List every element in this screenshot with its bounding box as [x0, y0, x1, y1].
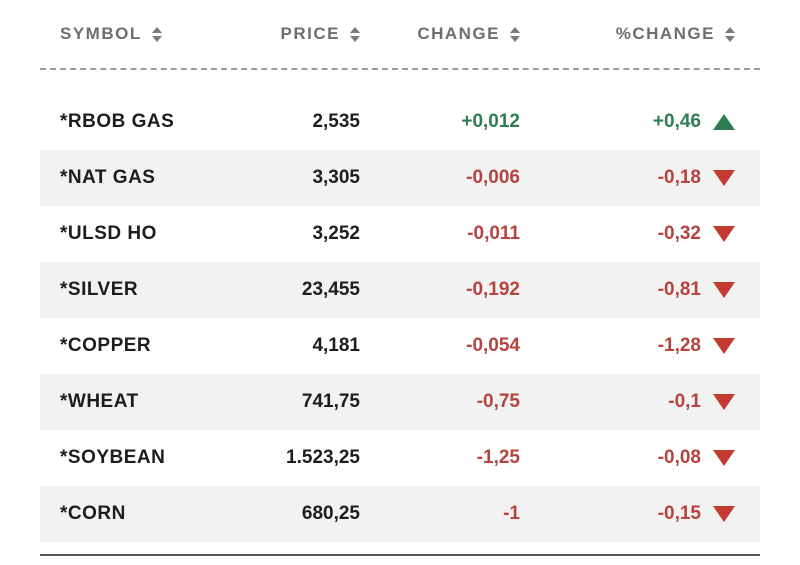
symbol-cell: *WHEAT [60, 391, 139, 412]
percent-change-cell: -0,15 [520, 503, 760, 525]
percent-change-cell: +0,46 [520, 111, 760, 133]
symbol-cell: *SILVER [60, 279, 139, 300]
price-cell: 3,252 [312, 223, 360, 244]
percent-change-cell: -0,81 [520, 279, 760, 301]
change-cell: -0,75 [476, 391, 520, 412]
table-bottom-border [40, 554, 760, 556]
percent-change-cell: -0,08 [520, 447, 760, 469]
table-row: *COPPER 4,181 -0,054 -1,28 [40, 318, 760, 374]
change-cell: -0,054 [466, 335, 520, 356]
sort-icon[interactable] [350, 26, 360, 42]
symbol-cell: *SOYBEAN [60, 447, 166, 468]
percent-change-value: -0,32 [657, 223, 701, 244]
symbol-cell: *ULSD HO [60, 223, 157, 244]
trend-arrow-icon [713, 226, 735, 242]
price-cell: 1.523,25 [286, 447, 360, 468]
price-cell: 2,535 [312, 111, 360, 132]
percent-change-cell: -0,32 [520, 223, 760, 245]
table-row: *ULSD HO 3,252 -0,011 -0,32 [40, 206, 760, 262]
column-header-label: PRICE [280, 24, 340, 43]
header-divider [40, 68, 760, 70]
table-row: *CORN 680,25 -1 -0,15 [40, 486, 760, 542]
symbol-cell: *RBOB GAS [60, 111, 175, 132]
change-cell: -1 [503, 503, 520, 524]
symbol-cell: *CORN [60, 503, 126, 524]
column-header-label: %CHANGE [615, 24, 715, 43]
price-cell: 23,455 [301, 279, 360, 300]
percent-change-cell: -1,28 [520, 335, 760, 357]
percent-change-value: -1,28 [657, 335, 701, 356]
table-body: *RBOB GAS 2,535 +0,012 +0,46 *NAT GAS 3,… [40, 94, 760, 542]
table-row: *SOYBEAN 1.523,25 -1,25 -0,08 [40, 430, 760, 486]
price-cell: 680,25 [301, 503, 360, 524]
column-header-percent-change[interactable]: %CHANGE [520, 24, 760, 44]
symbol-cell: *NAT GAS [60, 167, 156, 188]
sort-icon[interactable] [510, 26, 520, 42]
change-cell: +0,012 [461, 111, 520, 132]
trend-arrow-icon [713, 394, 735, 410]
table-row: *RBOB GAS 2,535 +0,012 +0,46 [40, 94, 760, 150]
percent-change-value: -0,81 [657, 279, 701, 300]
percent-change-value: -0,1 [668, 391, 701, 412]
change-cell: -0,192 [466, 279, 520, 300]
column-header-label: CHANGE [417, 24, 500, 43]
sort-icon[interactable] [725, 26, 735, 42]
percent-change-value: -0,15 [657, 503, 701, 524]
trend-arrow-icon [713, 506, 735, 522]
change-cell: -0,011 [467, 223, 520, 244]
percent-change-value: -0,18 [657, 167, 701, 188]
change-cell: -1,25 [476, 447, 520, 468]
price-cell: 3,305 [312, 167, 360, 188]
trend-arrow-icon [713, 282, 735, 298]
percent-change-cell: -0,1 [520, 391, 760, 413]
change-cell: -0,006 [466, 167, 520, 188]
trend-arrow-icon [713, 170, 735, 186]
trend-arrow-icon [713, 450, 735, 466]
symbol-cell: *COPPER [60, 335, 152, 356]
table-row: *SILVER 23,455 -0,192 -0,81 [40, 262, 760, 318]
column-header-price[interactable]: PRICE [230, 24, 360, 44]
table-row: *WHEAT 741,75 -0,75 -0,1 [40, 374, 760, 430]
column-header-change[interactable]: CHANGE [360, 24, 520, 44]
sort-icon[interactable] [151, 26, 162, 42]
trend-arrow-icon [713, 114, 735, 130]
price-cell: 4,181 [312, 335, 360, 356]
table-row: *NAT GAS 3,305 -0,006 -0,18 [40, 150, 760, 206]
trend-arrow-icon [713, 338, 735, 354]
percent-change-cell: -0,18 [520, 167, 760, 189]
column-header-label: SYMBOL [60, 24, 142, 43]
table-header-row: SYMBOL PRICE CHANGE %CHANGE [40, 0, 760, 68]
column-header-symbol[interactable]: SYMBOL [40, 24, 230, 44]
percent-change-value: +0,46 [652, 111, 701, 132]
percent-change-value: -0,08 [657, 447, 701, 468]
price-cell: 741,75 [301, 391, 360, 412]
